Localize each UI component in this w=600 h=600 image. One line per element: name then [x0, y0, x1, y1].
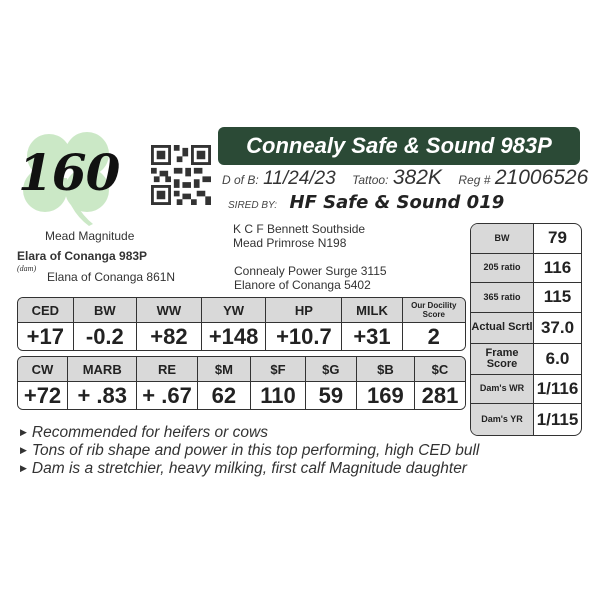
epd-value: 59 [305, 382, 357, 409]
epd-header: RE [137, 357, 198, 382]
epd-header: HP [266, 298, 343, 323]
perf-label: Frame Score [471, 343, 534, 374]
animal-name-title: Connealy Safe & Sound 983P [218, 127, 580, 165]
epd-value: 110 [251, 382, 306, 409]
dam-sire: Mead Magnitude [45, 229, 135, 243]
epd-value: +17 [18, 323, 74, 350]
epd-table-2: CW MARB RE $M $F $G $B $C +72 + .83 + .6… [17, 356, 466, 410]
dam-dam-sire: Connealy Power Surge 3115 [234, 264, 387, 278]
performance-table: BW 79 205 ratio 116 365 ratio 115 Actual Sc… [470, 223, 582, 436]
epd-header: CED [18, 298, 74, 323]
sire-dam: Mead Primrose N198 [233, 236, 347, 250]
perf-value: 79 [548, 228, 567, 248]
epd-value: 281 [414, 382, 465, 409]
epd-header: WW [137, 298, 202, 323]
epd-value: 169 [356, 382, 415, 409]
dob-value: 11/24/23 [263, 168, 336, 189]
shamrock-logo [23, 132, 109, 226]
tattoo-value: 382K [392, 166, 442, 189]
epd-header: $F [251, 357, 306, 382]
dob-label: D of B: [222, 173, 259, 187]
epd-header: MARB [68, 357, 138, 382]
perf-label: Dam's WR [471, 374, 534, 403]
epd-value: +148 [201, 323, 267, 350]
epd-value: +10.7 [266, 323, 343, 350]
lot-number: 160 [18, 143, 120, 202]
bullet-point: ▶ Recommended for heifers or cows [20, 424, 268, 442]
dam-name: Elara of Conanga 983P [17, 249, 148, 263]
epd-header: $G [305, 357, 357, 382]
tattoo-label: Tattoo: [352, 173, 389, 187]
perf-label: 365 ratio [471, 283, 534, 312]
epd-header: YW [201, 298, 267, 323]
qr-code[interactable] [150, 145, 212, 205]
perf-value: 1/116 [536, 378, 579, 398]
sired-by-label: SIRED BY: [228, 200, 278, 211]
perf-value: 6.0 [545, 348, 570, 368]
epd-header: BW [73, 298, 138, 323]
epd-value: 2 [402, 323, 465, 350]
info-line: D of B: 11/24/23 Tattoo: 382K Reg # 2100… [222, 166, 600, 190]
sire-sire: K C F Bennett Southside [233, 222, 366, 236]
epd-value: + .67 [137, 382, 198, 409]
perf-value: 115 [543, 287, 572, 307]
epd-header: $C [414, 357, 465, 382]
epd-header: $B [356, 357, 415, 382]
perf-value: 37.0 [540, 317, 575, 337]
epd-value: -0.2 [73, 323, 138, 350]
reg-value: 21006526 [494, 166, 589, 189]
epd-value: + .83 [68, 382, 138, 409]
perf-label: BW [471, 224, 534, 253]
epd-header: MILK [342, 298, 403, 323]
bullet-icon: ▶ [20, 427, 27, 437]
bullet-text: Tons of rib shape and power in this top … [31, 442, 480, 459]
bullet-icon: ▶ [20, 463, 27, 473]
epd-header: CW [18, 357, 69, 382]
epd-header: Our Docility Score [402, 298, 465, 323]
perf-label: Actual Scrtl [471, 312, 534, 343]
epd-value: +72 [18, 382, 69, 409]
dam-label: (dam) [17, 264, 37, 273]
epd-value: +82 [137, 323, 202, 350]
epd-header: $M [197, 357, 252, 382]
sired-by: SIRED BY: HF Safe & Sound 019 [228, 192, 504, 213]
perf-label: 205 ratio [471, 253, 534, 282]
bullet-point: ▶ Dam is a stretchier, heavy milking, fir… [20, 460, 467, 478]
epd-table-1: CED BW WW YW HP MILK Our Docility Score … [17, 297, 466, 351]
bullet-point: ▶ Tons of rib shape and power in this top… [20, 442, 479, 460]
bullet-icon: ▶ [20, 445, 27, 455]
sire-name: HF Safe & Sound 019 [289, 192, 505, 213]
perf-value: 116 [543, 257, 572, 277]
epd-value: 62 [197, 382, 252, 409]
bullet-text: Recommended for heifers or cows [31, 424, 268, 441]
bullet-text: Dam is a stretchier, heavy milking, firs… [31, 460, 467, 477]
perf-value: 1/115 [536, 409, 579, 429]
dam-dam: Elana of Conanga 861N [47, 270, 176, 284]
reg-label: Reg # [458, 173, 491, 187]
perf-label: Dam's YR [471, 404, 534, 435]
dam-dam-dam: Elanore of Conanga 5402 [234, 278, 371, 292]
epd-value: +31 [342, 323, 403, 350]
